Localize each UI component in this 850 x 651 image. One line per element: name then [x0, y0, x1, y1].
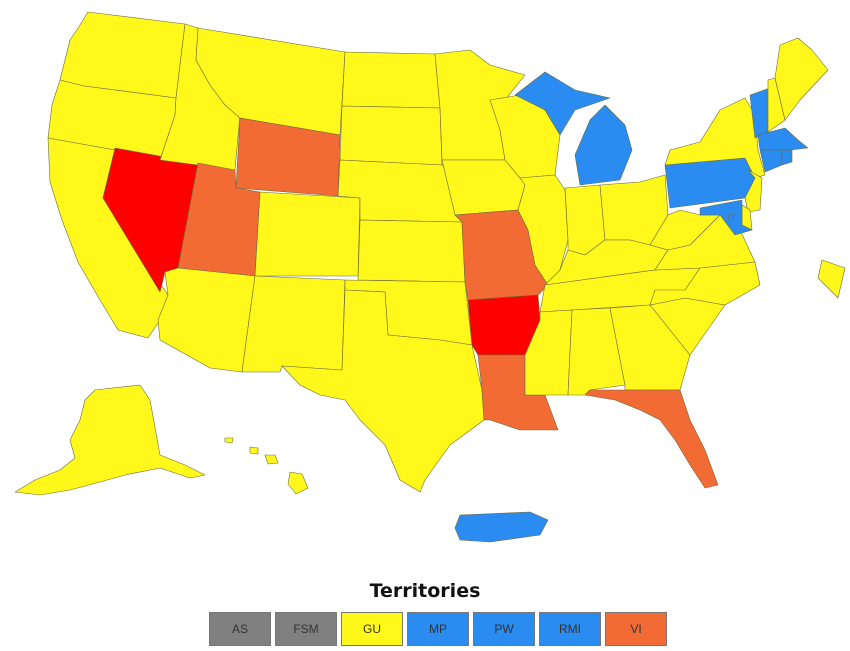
state-ri[interactable] — [781, 149, 793, 166]
legend: AS FSM GU MP PW RMI VI — [209, 612, 671, 646]
state-fl[interactable] — [584, 389, 719, 489]
state-hi[interactable] — [224, 437, 309, 495]
state-pr[interactable] — [454, 511, 549, 543]
legend-item-gu[interactable]: GU — [341, 612, 403, 646]
state-dc[interactable] — [727, 213, 735, 221]
state-ks[interactable] — [357, 219, 466, 283]
state-ak[interactable] — [14, 384, 206, 496]
state-vi[interactable] — [817, 259, 846, 299]
legend-item-as[interactable]: AS — [209, 612, 271, 646]
state-nm[interactable] — [241, 275, 346, 373]
state-me[interactable] — [774, 37, 829, 121]
state-md[interactable] — [699, 199, 753, 236]
legend-item-vi[interactable]: VI — [605, 612, 667, 646]
state-nc[interactable] — [649, 261, 761, 306]
state-sd[interactable] — [339, 105, 443, 166]
state-co[interactable] — [254, 191, 361, 277]
legend-item-mp[interactable]: MP — [407, 612, 469, 646]
legend-item-fsm[interactable]: FSM — [275, 612, 337, 646]
legend-item-rmi[interactable]: RMI — [539, 612, 601, 646]
legend-item-pw[interactable]: PW — [473, 612, 535, 646]
state-az[interactable] — [157, 267, 256, 373]
state-mi[interactable] — [514, 71, 633, 186]
state-ny[interactable] — [664, 97, 766, 179]
state-nd[interactable] — [341, 51, 441, 109]
state-tx[interactable] — [281, 289, 485, 493]
us-map — [14, 11, 846, 543]
legend-title: Territories — [369, 580, 481, 602]
